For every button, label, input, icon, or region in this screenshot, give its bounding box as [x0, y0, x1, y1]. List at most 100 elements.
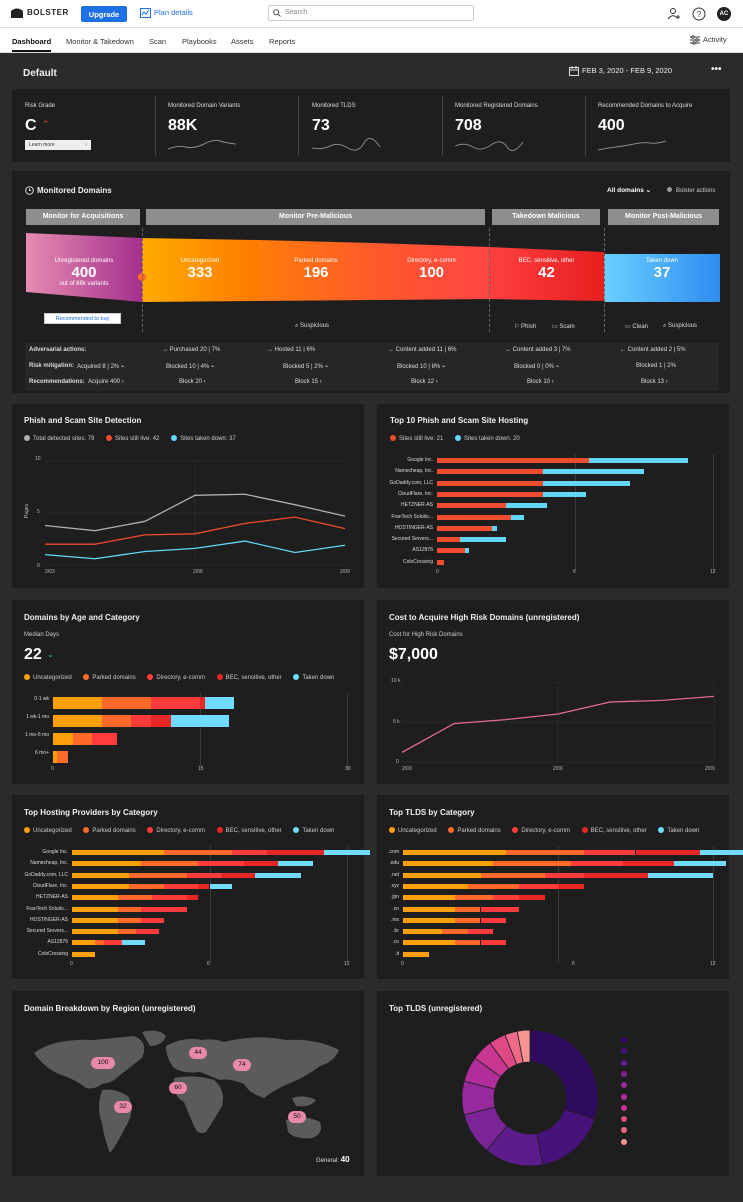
rec-bec[interactable]: Block 10 ›	[527, 379, 554, 385]
bar-segment[interactable]	[674, 861, 726, 867]
region-bubble-europe[interactable]: 44	[189, 1047, 207, 1059]
bar-segment[interactable]	[53, 697, 102, 709]
bar-segment[interactable]	[104, 940, 123, 946]
bar-segment[interactable]	[480, 906, 520, 912]
bar-segment[interactable]	[403, 872, 481, 878]
bar-segment[interactable]	[454, 895, 494, 901]
rec-uncategorized[interactable]: Block 20 ›	[179, 379, 206, 385]
bar-segment[interactable]	[506, 503, 548, 509]
tab-assets[interactable]: Assets	[231, 37, 254, 46]
bar-segment[interactable]	[542, 480, 631, 486]
bar-segment[interactable]	[151, 697, 200, 709]
bar-segment[interactable]	[403, 895, 455, 901]
bar-segment[interactable]	[635, 850, 701, 855]
bar-segment[interactable]	[437, 559, 444, 565]
bar-segment[interactable]	[204, 697, 235, 709]
bar-segment[interactable]	[545, 872, 584, 878]
bar-segment[interactable]	[220, 872, 256, 878]
funnel-directory[interactable]	[374, 243, 489, 300]
bar-segment[interactable]	[186, 872, 221, 878]
funnel-taken-down[interactable]	[604, 254, 720, 302]
search-input[interactable]: Search	[268, 5, 474, 21]
bar-segment[interactable]	[437, 491, 543, 497]
bar-segment[interactable]	[558, 883, 584, 889]
donut-slice[interactable]	[536, 1108, 596, 1166]
bar-segment[interactable]	[92, 733, 117, 745]
funnel-bec[interactable]	[489, 247, 604, 301]
bar-segment[interactable]	[53, 715, 102, 727]
funnel-uncategorized[interactable]	[142, 238, 258, 302]
bar-segment[interactable]	[464, 548, 470, 554]
funnel-unregistered[interactable]	[26, 233, 142, 302]
bar-segment[interactable]	[117, 895, 153, 901]
bolster-logo[interactable]: BOLSTER	[11, 8, 69, 18]
bar-segment[interactable]	[102, 715, 132, 727]
region-bubble-asia[interactable]: 74	[233, 1059, 251, 1071]
bar-segment[interactable]	[56, 751, 68, 763]
bar-segment[interactable]	[467, 929, 494, 935]
bar-segment[interactable]	[136, 929, 160, 935]
bar-segment[interactable]	[519, 883, 558, 889]
funnel-parked[interactable]	[258, 240, 374, 301]
upgrade-button[interactable]: Upgrade	[81, 6, 127, 22]
bar-segment[interactable]	[72, 861, 141, 867]
bar-segment[interactable]	[437, 480, 543, 486]
bar-segment[interactable]	[583, 850, 636, 855]
bar-segment[interactable]	[140, 906, 187, 912]
bar-segment[interactable]	[200, 697, 205, 709]
bar-segment[interactable]	[72, 940, 95, 946]
bar-segment[interactable]	[454, 940, 481, 946]
bar-segment[interactable]	[117, 917, 141, 923]
bar-segment[interactable]	[53, 751, 57, 763]
bar-segment[interactable]	[131, 715, 151, 727]
bar-segment[interactable]	[163, 850, 233, 855]
tab-scan[interactable]: Scan	[149, 37, 167, 46]
add-user-icon[interactable]	[667, 7, 681, 21]
tab-monitor-takedown[interactable]: Monitor & Takedown	[66, 37, 134, 46]
bar-segment[interactable]	[72, 883, 130, 889]
bar-segment[interactable]	[278, 861, 313, 867]
recommended-to-buy-button[interactable]: Recommended to buy	[44, 313, 121, 324]
rec-directory[interactable]: Block 12 ›	[411, 379, 438, 385]
donut-slice[interactable]	[516, 1029, 531, 1064]
bar-segment[interactable]	[437, 458, 589, 463]
region-bubble-oceania[interactable]: 50	[288, 1111, 306, 1123]
bar-segment[interactable]	[129, 883, 164, 889]
bar-segment[interactable]	[129, 872, 187, 878]
bar-segment[interactable]	[403, 917, 455, 923]
bar-segment[interactable]	[72, 895, 118, 901]
bar-segment[interactable]	[648, 872, 713, 878]
bar-segment[interactable]	[72, 850, 164, 855]
bar-segment[interactable]	[454, 906, 481, 912]
bar-segment[interactable]	[198, 861, 244, 867]
bar-segment[interactable]	[437, 514, 511, 520]
bar-segment[interactable]	[437, 525, 493, 531]
bar-segment[interactable]	[700, 850, 743, 855]
bar-segment[interactable]	[232, 850, 267, 855]
bar-segment[interactable]	[151, 715, 171, 727]
plan-details-link[interactable]: Plan details	[140, 8, 193, 19]
bar-segment[interactable]	[492, 525, 497, 531]
region-bubble-north-america[interactable]: 100	[91, 1057, 115, 1069]
bar-segment[interactable]	[493, 861, 571, 867]
bar-segment[interactable]	[140, 861, 199, 867]
bar-segment[interactable]	[403, 883, 468, 889]
bar-segment[interactable]	[480, 940, 507, 946]
bar-segment[interactable]	[437, 469, 543, 475]
bar-segment[interactable]	[152, 895, 187, 901]
rec-parked[interactable]: Block 15 ›	[295, 379, 322, 385]
bar-segment[interactable]	[186, 895, 199, 901]
bar-segment[interactable]	[122, 940, 146, 946]
help-icon[interactable]: ?	[692, 7, 706, 21]
bar-segment[interactable]	[72, 906, 118, 912]
bar-segment[interactable]	[140, 917, 164, 923]
bar-segment[interactable]	[510, 514, 525, 520]
bar-segment[interactable]	[72, 733, 93, 745]
region-bubble-middle-east[interactable]: 60	[169, 1082, 187, 1094]
donut-slice[interactable]	[529, 1029, 599, 1120]
rec-taken[interactable]: Block 13 ›	[641, 379, 668, 385]
bar-segment[interactable]	[170, 715, 230, 727]
bar-segment[interactable]	[454, 917, 481, 923]
bar-segment[interactable]	[94, 940, 105, 946]
all-domains-dropdown[interactable]: All domains ⌄	[607, 186, 651, 194]
